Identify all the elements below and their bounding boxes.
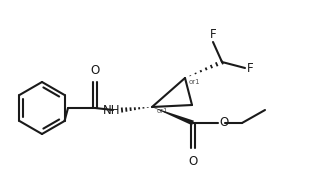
Text: O: O — [90, 64, 100, 77]
Polygon shape — [152, 107, 194, 125]
Text: or1: or1 — [189, 79, 201, 85]
Text: NH: NH — [102, 105, 120, 118]
Text: F: F — [210, 28, 216, 41]
Text: O: O — [219, 115, 228, 129]
Text: F: F — [247, 61, 254, 74]
Text: or1: or1 — [157, 108, 169, 114]
Text: O: O — [188, 155, 198, 168]
